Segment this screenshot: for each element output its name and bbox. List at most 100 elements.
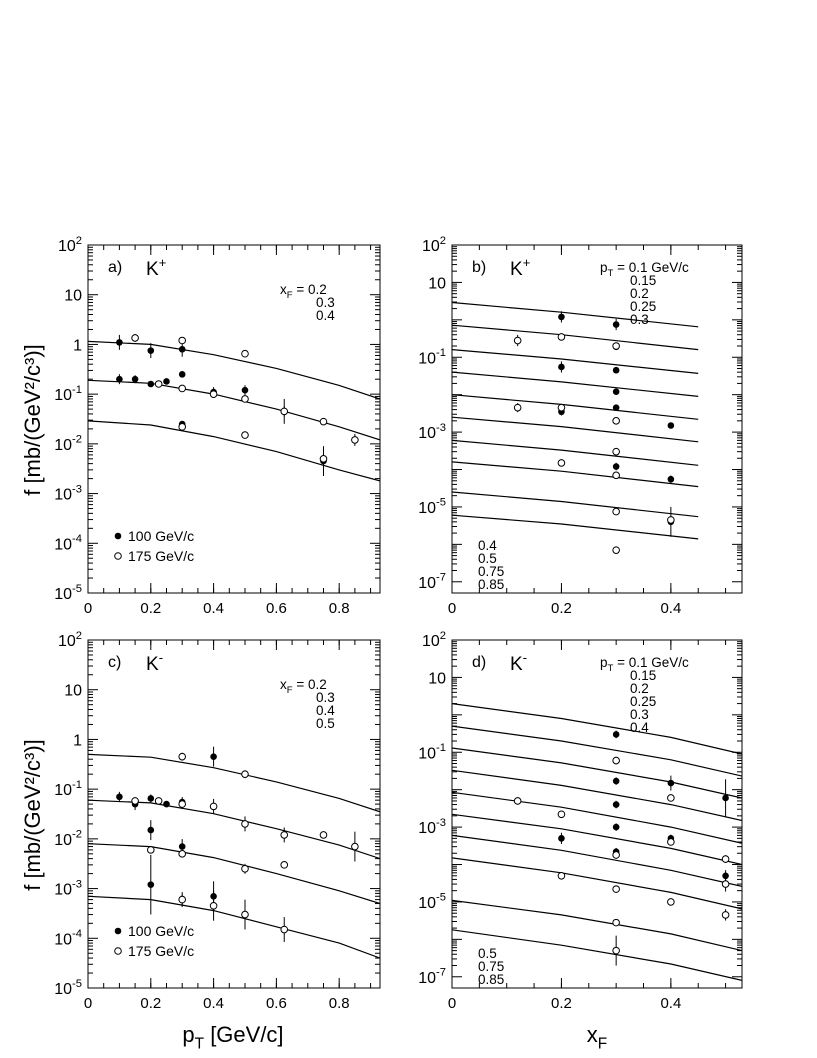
panel-c: 0 0.2 0.4 0.6 0.8 10-5 10-4 10-3 10-2 10-1 1 10 102 c…: [54, 630, 381, 1012]
data-point-175gev: [241, 910, 249, 919]
x-tick-label: 0.2: [551, 600, 572, 617]
data-point-175gev: [612, 507, 620, 516]
curve-label: 0.15: [630, 273, 656, 288]
x-tick-label: 0.8: [329, 600, 350, 617]
panel-d: 0 0.2 0.4 10-7 10-5 10-3 10-1 10 102 d) K-pT = 0.1…: [418, 630, 743, 1012]
legend-marker-open: [114, 947, 122, 955]
data-point-175gev: [557, 333, 566, 341]
data-point-175gev: [209, 802, 218, 811]
model-curve: [88, 340, 380, 400]
curve-label: 0.5: [316, 716, 335, 731]
model-curve: [88, 420, 380, 482]
curve-label: 0.3: [316, 295, 335, 310]
curve-label-bottom: 0.85: [478, 577, 504, 592]
y-tick-label-top: 102: [422, 235, 446, 255]
data-point-175gev: [612, 342, 620, 350]
data-point-100gev: [612, 321, 620, 328]
curve-labels-title: xF = 0.2: [280, 677, 327, 696]
data-point-175gev: [241, 395, 249, 403]
curve-label: 0.25: [630, 299, 656, 314]
data-point-175gev: [178, 336, 186, 345]
x-axis-label-left: pT [GeV/c]: [182, 1022, 283, 1053]
data-point-100gev: [612, 801, 620, 808]
curve-label: 0.2: [630, 681, 649, 696]
x-tick-label: 0.4: [203, 600, 224, 617]
data-point-175gev: [612, 851, 620, 859]
data-point-175gev: [280, 861, 289, 869]
model-curve: [88, 843, 380, 905]
legend-marker-filled: [114, 532, 122, 540]
model-curve: [452, 416, 699, 443]
data-point-100gev: [116, 375, 123, 383]
data-point-175gev: [146, 846, 155, 854]
legend-marker-filled: [114, 927, 122, 935]
y-axis-label-bottom: f [mb/(GeV²/c³)]: [20, 739, 45, 891]
data-point-100gev: [147, 795, 155, 802]
data-point-175gev: [131, 797, 139, 805]
curve-label-bottom: 0.5: [478, 946, 497, 961]
data-point-100gev: [612, 463, 620, 470]
curve-label: 0.4: [316, 703, 335, 718]
model-curve: [452, 461, 699, 488]
curve-label-bottom: 0.75: [478, 564, 504, 579]
data-point-100gev: [558, 313, 565, 321]
x-tick-label: 0.2: [140, 600, 161, 617]
data-point-175gev: [178, 423, 186, 431]
y-tick-label: 10-2: [54, 829, 82, 849]
data-point-175gev: [513, 403, 522, 412]
axes-frame: [87, 639, 381, 989]
data-point-175gev: [209, 390, 218, 398]
x-tick-label: 0.8: [329, 995, 350, 1012]
curve-label-bottom: 0.5: [478, 551, 497, 566]
model-curve: [452, 324, 699, 351]
data-point-175gev: [557, 871, 566, 880]
data-point-175gev: [721, 855, 730, 863]
curve-label: 0.3: [630, 707, 649, 722]
model-curve: [452, 394, 699, 420]
data-point-100gev: [558, 363, 565, 371]
data-point-175gev: [178, 895, 186, 904]
data-point-175gev: [178, 850, 186, 858]
data-point-175gev: [209, 902, 218, 910]
data-point-175gev: [557, 810, 566, 819]
axes-frame: [87, 244, 381, 594]
x-tick-label: 0: [84, 995, 92, 1012]
x-tick-label: 0.6: [266, 600, 287, 617]
model-curve: [452, 857, 742, 910]
model-curve: [88, 753, 380, 813]
model-curve: [452, 491, 699, 518]
data-point-175gev: [612, 756, 620, 765]
data-point-175gev: [513, 336, 522, 345]
data-point-175gev: [319, 831, 328, 839]
panel-label: a): [108, 259, 122, 276]
y-tick-label: 10-1: [54, 779, 82, 799]
model-curve: [452, 747, 742, 799]
data-point-175gev: [154, 797, 163, 805]
y-tick-label: 10-3: [418, 422, 446, 442]
x-tick-label: 0: [84, 600, 92, 617]
data-point-100gev: [612, 731, 620, 738]
data-point-175gev: [280, 925, 289, 934]
data-point-100gev: [612, 366, 620, 374]
data-point-100gev: [178, 371, 186, 378]
model-curve: [452, 349, 699, 374]
particle-label: K+: [146, 255, 166, 280]
data-point-100gev: [163, 378, 170, 385]
model-curve: [452, 791, 742, 844]
data-point-175gev: [154, 380, 163, 388]
data-point-175gev: [557, 403, 566, 412]
data-point-100gev: [612, 823, 620, 831]
data-point-100gev: [667, 422, 675, 429]
model-curve: [452, 371, 699, 397]
data-point-100gev: [667, 779, 675, 787]
panel-label: c): [108, 654, 121, 671]
model-curve: [452, 301, 699, 328]
data-point-175gev: [319, 455, 328, 463]
legend-entry: 175 GeV/c: [128, 943, 194, 959]
data-point-175gev: [612, 918, 620, 927]
data-point-175gev: [241, 349, 249, 358]
data-point-175gev: [612, 471, 620, 480]
data-point-175gev: [241, 864, 249, 873]
model-curve: [452, 514, 699, 540]
y-tick-label: 10-2: [54, 434, 82, 454]
